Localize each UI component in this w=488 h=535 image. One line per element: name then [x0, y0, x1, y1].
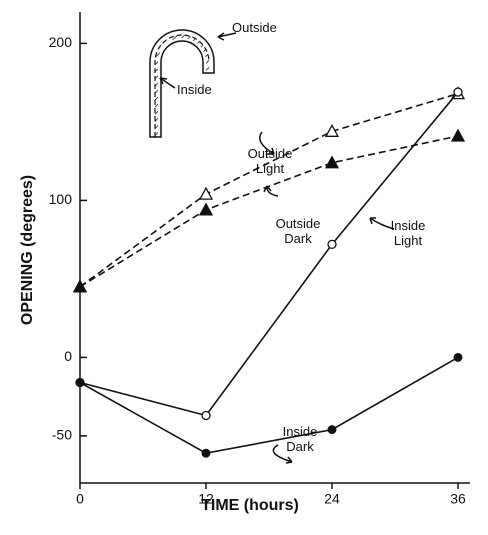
x-axis-title: TIME (hours) [201, 497, 299, 514]
point [200, 188, 212, 199]
y-axis-title: OPENING (degrees) [19, 175, 36, 325]
series-line [80, 357, 458, 453]
series-label: Outside Light [240, 146, 300, 176]
point [200, 204, 212, 215]
x-tick-label: 24 [324, 491, 340, 507]
point [76, 379, 84, 387]
point [452, 130, 464, 141]
series-line [80, 92, 458, 415]
point [74, 281, 86, 292]
series-label: Inside Light [378, 218, 438, 248]
series-line [80, 94, 458, 287]
y-tick-label: -50 [52, 427, 72, 443]
point [328, 240, 336, 248]
inset-label: Outside [232, 20, 292, 35]
y-tick-label: 100 [49, 191, 73, 207]
point [454, 354, 462, 362]
chart-page: TIME (hours) OPENING (degrees) -50 0 100 20… [0, 0, 488, 535]
point [454, 88, 462, 96]
x-tick-label: 0 [76, 491, 84, 507]
series-label: Outside Dark [268, 216, 328, 246]
inset-label: Inside [177, 82, 227, 97]
point [202, 411, 210, 419]
y-tick-label: 0 [64, 348, 72, 364]
x-tick-label: 36 [450, 491, 466, 507]
point [202, 449, 210, 457]
series-label: Inside Dark [270, 424, 330, 454]
x-tick-label: 12 [198, 491, 214, 507]
y-tick-label: 200 [49, 34, 73, 50]
chart: TIME (hours) OPENING (degrees) -50 0 100 20… [0, 0, 488, 535]
